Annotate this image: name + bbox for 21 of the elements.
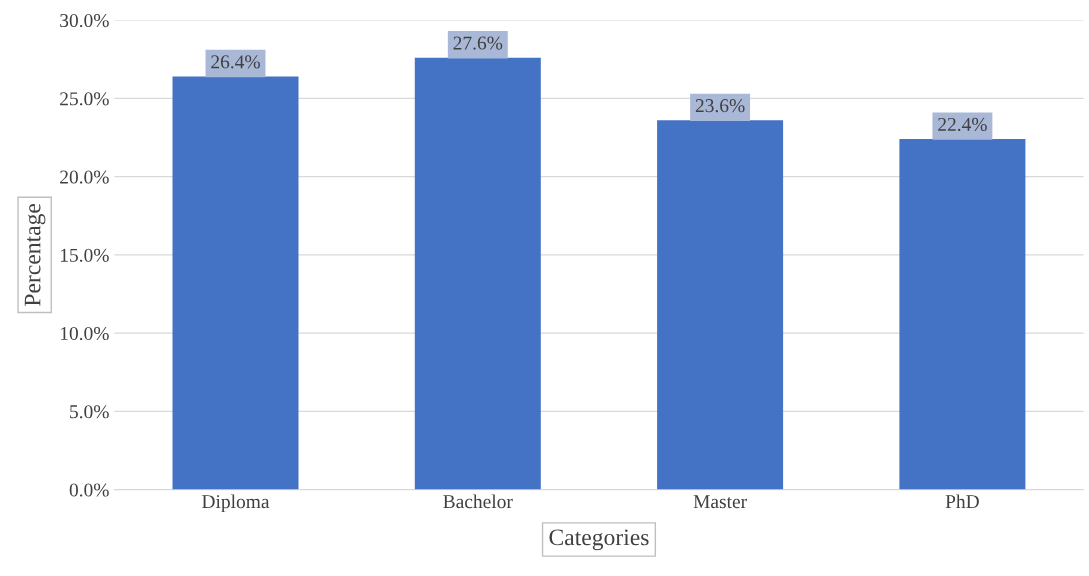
y-axis-title: Percentage <box>24 203 46 306</box>
x-tick-label: PhD <box>945 494 979 508</box>
y-tick-label: 15.0% <box>60 248 109 262</box>
bar <box>414 57 541 490</box>
y-tick-label: 25.0% <box>60 92 109 106</box>
data-label: 27.6% <box>453 36 503 50</box>
y-tick-label: 10.0% <box>60 326 109 341</box>
bar <box>899 139 1026 490</box>
x-tick-label: Master <box>693 495 747 509</box>
data-label: 26.4% <box>211 55 260 69</box>
y-tick-label: 20.0% <box>60 170 109 184</box>
bar <box>172 76 299 490</box>
y-tick-label: 30.0% <box>60 13 109 28</box>
x-axis-title: Categories <box>549 529 649 551</box>
x-tick-label: Diploma <box>202 494 270 513</box>
y-tick-label: 5.0% <box>70 405 109 419</box>
data-label: 23.6% <box>695 99 745 113</box>
bar <box>657 120 784 490</box>
y-tick-label: 0.0% <box>69 483 109 497</box>
data-label: 22.4% <box>938 117 987 132</box>
x-tick-label: Bachelor <box>443 494 513 509</box>
